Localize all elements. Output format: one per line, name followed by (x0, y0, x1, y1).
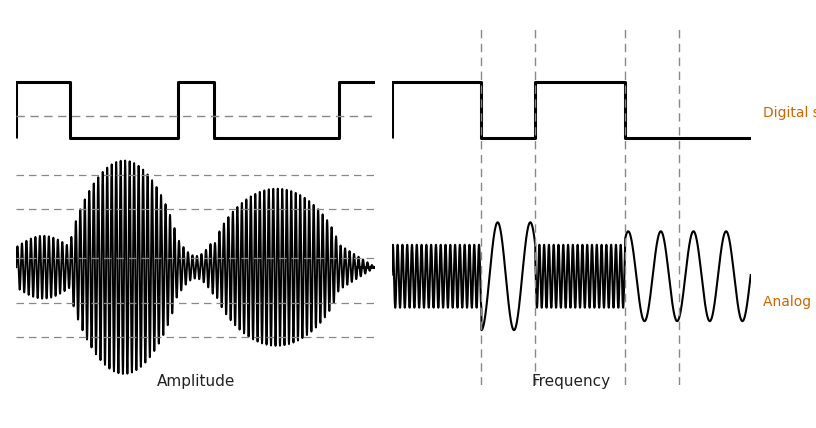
Text: Analog signal: Analog signal (763, 295, 816, 309)
Text: Digital signal: Digital signal (763, 107, 816, 120)
Text: Amplitude: Amplitude (157, 374, 235, 389)
Text: Frequency: Frequency (532, 374, 610, 389)
